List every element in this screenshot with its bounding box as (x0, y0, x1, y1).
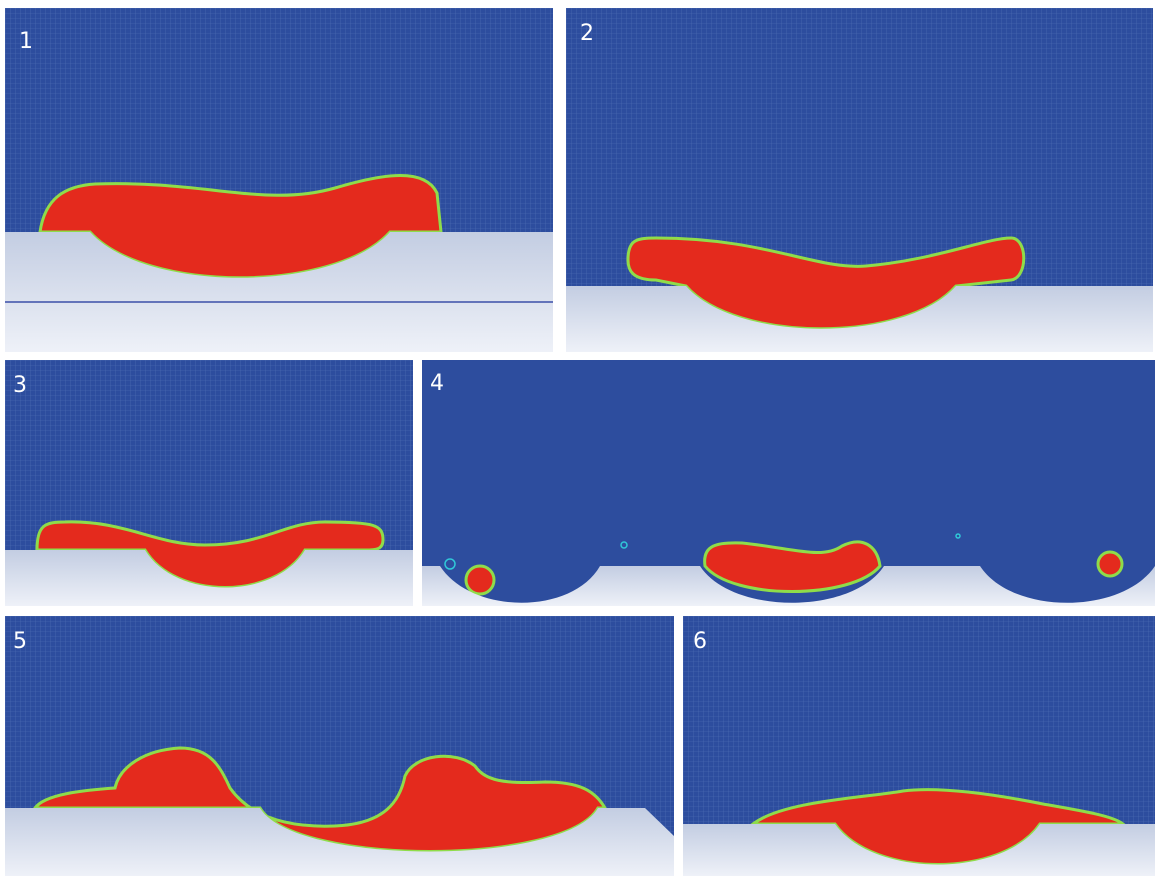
panel: 3 (5, 360, 413, 606)
bubble (444, 558, 456, 570)
substrate (683, 824, 1155, 876)
panel: 6 (683, 616, 1155, 876)
droplet (464, 564, 496, 596)
simulation: 2 (566, 8, 1153, 352)
bubble (620, 541, 628, 549)
panel-label: 1 (19, 29, 33, 54)
panel-label: 4 (430, 371, 444, 396)
droplet (32, 746, 608, 853)
substrate (5, 808, 674, 876)
panel-label: 5 (13, 629, 27, 654)
substrate (5, 232, 553, 352)
panel-label: 2 (580, 21, 594, 46)
panel: 2 (566, 8, 1153, 352)
simulation: 3 (5, 360, 413, 606)
simulation: 6 (683, 616, 1155, 876)
substrate (566, 286, 1153, 352)
panel: 5 (5, 616, 674, 876)
droplet (748, 788, 1128, 866)
substrate (422, 566, 1155, 606)
substrate (5, 550, 413, 606)
droplet (1096, 550, 1124, 578)
droplet (626, 236, 1026, 331)
simulation: 4 (422, 360, 1155, 606)
droplet (35, 520, 385, 589)
panel: 4 (422, 360, 1155, 606)
panel-label: 3 (13, 373, 27, 398)
simulation: 5 (5, 616, 674, 876)
simulation: 1 (5, 8, 553, 352)
droplet (703, 540, 882, 593)
bubble (955, 533, 961, 539)
panel-label: 6 (693, 629, 707, 654)
panel: 1 (5, 8, 553, 352)
droplet (38, 174, 443, 280)
